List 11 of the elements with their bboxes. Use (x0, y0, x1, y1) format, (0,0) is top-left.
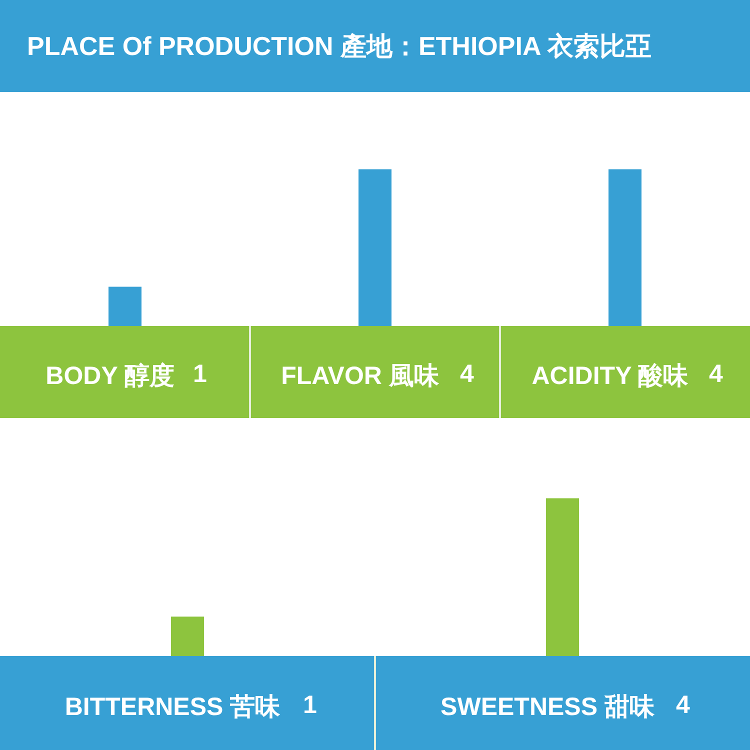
chart-title: PLACE Of PRODUCTION 產地：ETHIOPIA 衣索比亞 (27, 31, 652, 62)
data-label: 4 (676, 691, 690, 719)
x-tick-label: BODY 醇度 (46, 362, 174, 390)
x-tick-label: BITTERNESS 苦味 (64, 693, 282, 721)
x-tick-label: ACIDITY 酸味 (532, 362, 690, 390)
data-label: 4 (460, 360, 474, 388)
x-tick-label: FLAVOR 風味 (281, 362, 440, 390)
x-tick-label: SWEETNESS 甜味 (440, 693, 656, 721)
data-label: 4 (709, 360, 723, 388)
data-label: 1 (303, 691, 317, 719)
data-label: 1 (193, 360, 207, 388)
